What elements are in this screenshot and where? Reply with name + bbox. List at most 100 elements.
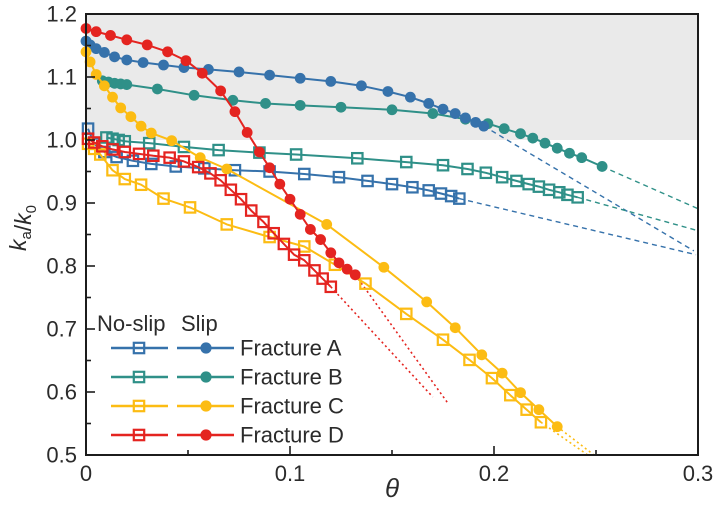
shaded-region-above-1 — [86, 14, 698, 140]
data-point-circle-3-12 — [427, 108, 439, 119]
legend-label-3: Fracture D — [240, 423, 344, 448]
y-tick-label-1.0: 1.0 — [46, 128, 77, 153]
data-point-circle-7-9 — [229, 106, 241, 118]
legend-slip-circle-3 — [200, 429, 212, 441]
extension-line-0 — [459, 197, 697, 256]
data-point-square-4-7 — [183, 201, 197, 214]
legend-slip-circle-0 — [200, 342, 212, 354]
x-tick-label-0.3: 0.3 — [683, 461, 714, 486]
data-point-circle-5-19 — [533, 404, 545, 416]
y-tick-label-0.7: 0.7 — [46, 317, 77, 342]
data-point-circle-7-17 — [315, 234, 326, 245]
data-point-circle-5-5 — [115, 102, 127, 114]
data-point-square-2-8 — [289, 148, 303, 161]
data-point-square-4-3 — [106, 163, 119, 177]
data-point-circle-1-7 — [158, 59, 169, 71]
y-tick-label-0.8: 0.8 — [46, 254, 77, 279]
data-point-circle-1-17 — [423, 98, 435, 109]
data-point-circle-7-8 — [215, 85, 227, 97]
data-point-square-2-11 — [436, 158, 450, 172]
data-point-square-4-8 — [220, 218, 234, 231]
data-point-circle-5-6 — [125, 111, 137, 123]
extension-line-1 — [483, 125, 695, 252]
data-point-square-4-14 — [436, 333, 450, 347]
data-point-circle-7-19 — [333, 257, 345, 269]
data-point-circle-5-13 — [378, 261, 390, 273]
data-point-square-6-21 — [316, 272, 329, 285]
legend-no-slip-square-2 — [132, 399, 146, 413]
data-point-square-4-16 — [485, 371, 499, 385]
data-point-square-4-15 — [463, 353, 476, 367]
data-point-circle-1-10 — [233, 66, 245, 78]
data-point-circle-1-6 — [137, 57, 149, 68]
extension-line-2 — [577, 196, 699, 232]
data-point-circle-3-4 — [121, 79, 133, 90]
data-point-circle-5-10 — [194, 152, 206, 164]
data-point-circle-7-15 — [294, 208, 306, 220]
data-point-circle-7-5 — [162, 46, 174, 58]
data-point-circle-5-18 — [515, 387, 526, 399]
legend-label-1: Fracture B — [240, 365, 343, 390]
data-point-circle-1-18 — [437, 103, 449, 115]
data-point-square-6-13 — [234, 192, 248, 206]
data-point-circle-1-20 — [460, 112, 471, 124]
data-point-square-6-9 — [191, 160, 205, 174]
data-point-square-2-12 — [461, 162, 474, 176]
y-tick-label-0.6: 0.6 — [46, 380, 77, 405]
data-point-square-6-7 — [163, 151, 176, 164]
legend-slip-circle-1 — [200, 371, 212, 383]
data-point-circle-3-18 — [539, 137, 551, 149]
data-point-square-6-11 — [214, 174, 227, 187]
y-tick-label-0.5: 0.5 — [46, 443, 77, 468]
data-point-circle-7-21 — [349, 269, 361, 281]
data-point-circle-3-8 — [260, 98, 271, 109]
data-point-circle-3-19 — [551, 142, 563, 154]
legend-no-slip-square-0 — [132, 341, 146, 355]
data-point-square-4-10 — [297, 240, 311, 253]
data-point-circle-7-16 — [305, 224, 316, 235]
data-point-square-0-10 — [297, 167, 311, 181]
data-point-circle-5-1 — [84, 56, 96, 68]
data-point-square-6-8 — [177, 155, 191, 168]
legend-header-no-slip: No-slip — [97, 311, 165, 336]
data-point-square-0-5 — [144, 157, 158, 171]
y-tick-label-1.2: 1.2 — [46, 2, 77, 27]
x-axis-label: θ — [385, 473, 399, 503]
data-point-circle-3-16 — [515, 128, 526, 140]
data-point-circle-1-5 — [121, 54, 133, 66]
series-line-7 — [85, 27, 356, 276]
data-point-circle-7-3 — [121, 34, 133, 46]
data-point-square-2-14 — [495, 170, 509, 184]
data-point-circle-7-14 — [284, 193, 296, 205]
data-point-square-6-10 — [204, 167, 217, 180]
data-point-square-4-5 — [134, 178, 148, 192]
legend-header-slip: Slip — [181, 311, 218, 336]
data-point-circle-7-13 — [274, 178, 286, 190]
x-tick-label-0.1: 0.1 — [275, 461, 306, 486]
data-point-circle-7-18 — [325, 247, 337, 259]
data-point-square-4-19 — [534, 415, 548, 429]
data-point-square-6-16 — [267, 226, 280, 240]
data-point-circle-3-5 — [152, 83, 163, 95]
data-point-circle-7-12 — [264, 162, 275, 174]
data-point-circle-7-1 — [90, 26, 102, 38]
data-point-circle-5-7 — [135, 120, 147, 132]
data-point-square-6-4 — [118, 145, 132, 159]
data-point-square-6-12 — [224, 183, 238, 197]
data-point-circle-5-20 — [551, 421, 563, 433]
data-point-circle-3-10 — [335, 101, 347, 113]
x-tick-label-0: 0 — [80, 461, 92, 486]
extension-line-3 — [601, 165, 699, 210]
data-point-square-4-6 — [157, 192, 170, 205]
data-point-square-2-21 — [571, 191, 584, 204]
data-point-circle-3-22 — [596, 161, 608, 172]
data-point-circle-5-17 — [496, 367, 508, 379]
series-line-6 — [87, 137, 332, 288]
data-point-square-0-12 — [361, 174, 374, 188]
data-point-circle-5-12 — [321, 219, 333, 230]
data-point-circle-3-6 — [188, 89, 200, 101]
data-point-circle-1-11 — [264, 69, 275, 81]
data-point-circle-7-7 — [196, 67, 208, 79]
y-axis-label: ka/k0 — [5, 205, 40, 251]
y-tick-label-1.1: 1.1 — [46, 65, 77, 90]
